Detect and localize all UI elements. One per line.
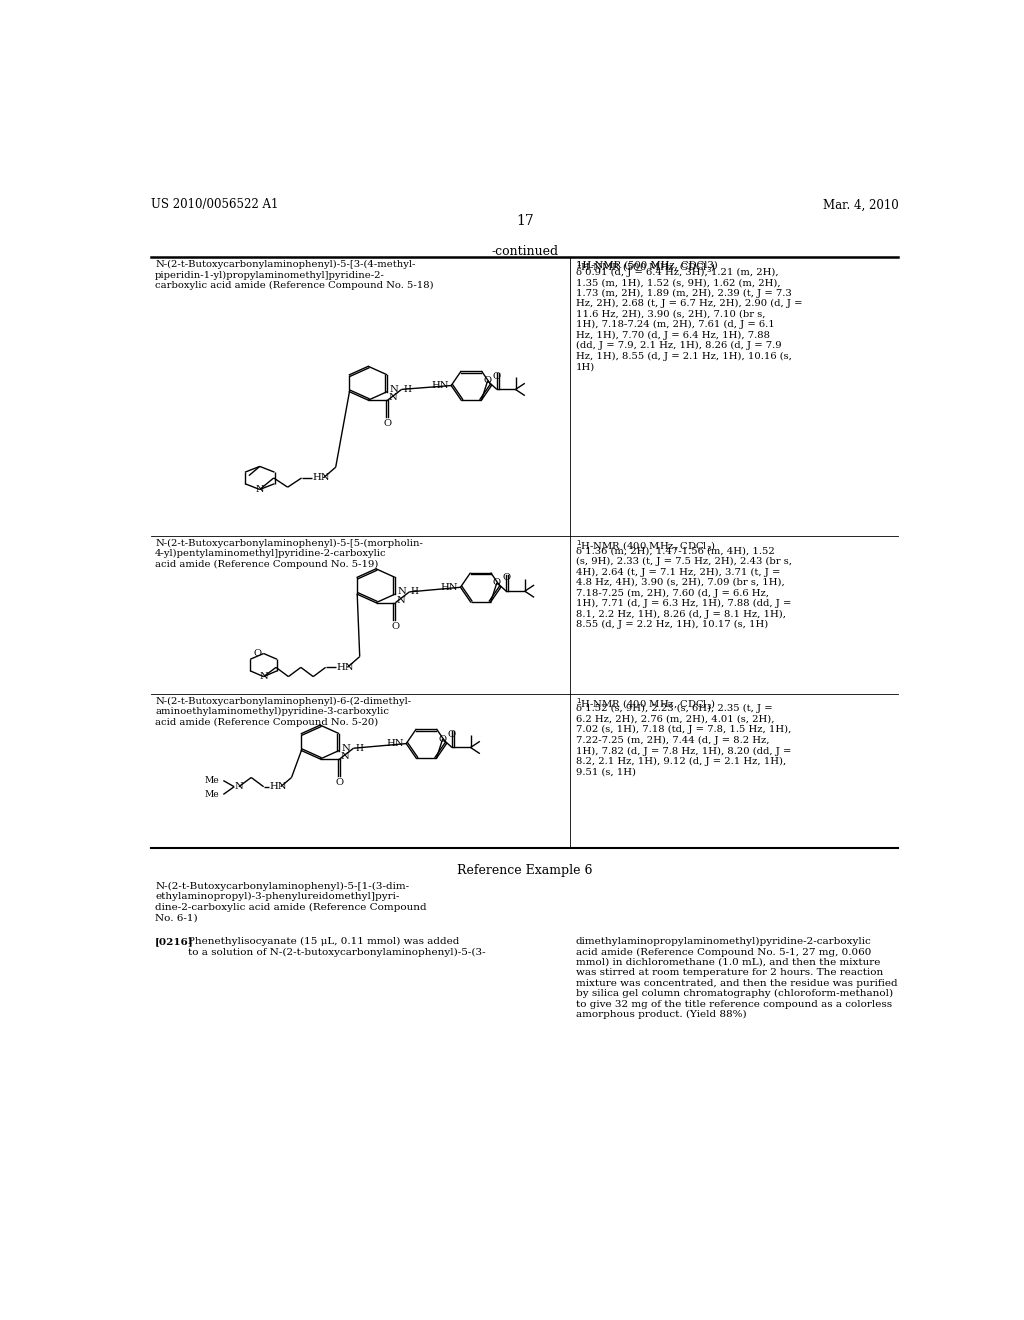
Text: HN: HN (440, 583, 458, 591)
Text: H: H (355, 743, 362, 752)
Text: N-(2-t-Butoxycarbonylaminophenyl)-6-(2-dimethyl-
aminoethylaminomethyl)pyridine-: N-(2-t-Butoxycarbonylaminophenyl)-6-(2-d… (155, 697, 412, 727)
Text: HN: HN (386, 739, 403, 748)
Text: Me: Me (204, 789, 219, 799)
Text: $^{1}$H-NMR (500 MHz, CDCl$_{3}$): $^{1}$H-NMR (500 MHz, CDCl$_{3}$) (575, 260, 716, 276)
Text: O: O (254, 649, 262, 657)
Text: N-(2-t-Butoxycarbonylaminophenyl)-5-[5-(morpholin-
4-yl)pentylaminomethyl]pyridi: N-(2-t-Butoxycarbonylaminophenyl)-5-[5-(… (155, 539, 423, 569)
Text: $^{1}$H-NMR (400 MHz, CDCl$_{3}$): $^{1}$H-NMR (400 MHz, CDCl$_{3}$) (575, 539, 716, 554)
Text: O: O (391, 622, 399, 631)
Text: N: N (390, 385, 398, 393)
Text: HN: HN (270, 783, 288, 791)
Text: HN: HN (337, 663, 354, 672)
Text: δ 1.52 (s, 9H), 2.23 (s, 6H), 2.35 (t, J =
6.2 Hz, 2H), 2.76 (m, 2H), 4.01 (s, 2: δ 1.52 (s, 9H), 2.23 (s, 6H), 2.35 (t, J… (575, 705, 792, 776)
Text: N: N (388, 393, 397, 403)
Text: O: O (502, 573, 510, 582)
Text: $^{1}$H-NMR (400 MHz, CDCl$_{3}$): $^{1}$H-NMR (400 MHz, CDCl$_{3}$) (575, 697, 716, 711)
Text: H: H (411, 587, 419, 597)
Text: HN: HN (312, 474, 330, 482)
Text: [0216]: [0216] (155, 937, 194, 946)
Text: Phenethylisocyanate (15 μL, 0.11 mmol) was added
to a solution of N-(2-t-butoxyc: Phenethylisocyanate (15 μL, 0.11 mmol) w… (187, 937, 485, 957)
Text: 1H-NMR (500 MHz, CDCl3): 1H-NMR (500 MHz, CDCl3) (575, 260, 718, 269)
Text: δ 0.91 (d, J = 6.4 Hz, 3H), 1.21 (m, 2H),
1.35 (m, 1H), 1.52 (s, 9H), 1.62 (m, 2: δ 0.91 (d, J = 6.4 Hz, 3H), 1.21 (m, 2H)… (575, 268, 803, 371)
Text: N: N (342, 743, 350, 752)
Text: O: O (483, 376, 492, 385)
Text: HN: HN (431, 381, 449, 389)
Text: -continued: -continued (492, 244, 558, 257)
Text: N: N (396, 595, 406, 605)
Text: O: O (493, 372, 501, 380)
Text: O: O (384, 420, 392, 429)
Text: 17: 17 (516, 214, 534, 228)
Text: O: O (438, 734, 446, 743)
Text: Me: Me (204, 776, 219, 785)
Text: N-(2-t-Butoxycarbonylaminophenyl)-5-[3-(4-methyl-
piperidin-1-yl)propylaminometh: N-(2-t-Butoxycarbonylaminophenyl)-5-[3-(… (155, 260, 434, 290)
Text: N: N (259, 672, 268, 681)
Text: N: N (397, 587, 407, 597)
Text: H: H (403, 385, 411, 393)
Text: N: N (256, 484, 264, 494)
Text: dimethylaminopropylaminomethyl)pyridine-2-carboxylic
acid amide (Reference Compo: dimethylaminopropylaminomethyl)pyridine-… (575, 937, 898, 1019)
Text: N: N (234, 783, 244, 791)
Text: O: O (493, 578, 501, 587)
Text: O: O (336, 779, 344, 787)
Text: N: N (341, 752, 349, 762)
Text: O: O (447, 730, 456, 739)
Text: US 2010/0056522 A1: US 2010/0056522 A1 (152, 198, 279, 211)
Text: δ 1.36 (m, 2H), 1.47-1.56 (m, 4H), 1.52
(s, 9H), 2.33 (t, J = 7.5 Hz, 2H), 2.43 : δ 1.36 (m, 2H), 1.47-1.56 (m, 4H), 1.52 … (575, 546, 792, 630)
Text: Reference Example 6: Reference Example 6 (457, 865, 593, 878)
Text: Mar. 4, 2010: Mar. 4, 2010 (822, 198, 898, 211)
Text: N-(2-t-Butoxycarbonylaminophenyl)-5-[1-(3-dim-
ethylaminopropyl)-3-phenylureidom: N-(2-t-Butoxycarbonylaminophenyl)-5-[1-(… (155, 882, 427, 923)
